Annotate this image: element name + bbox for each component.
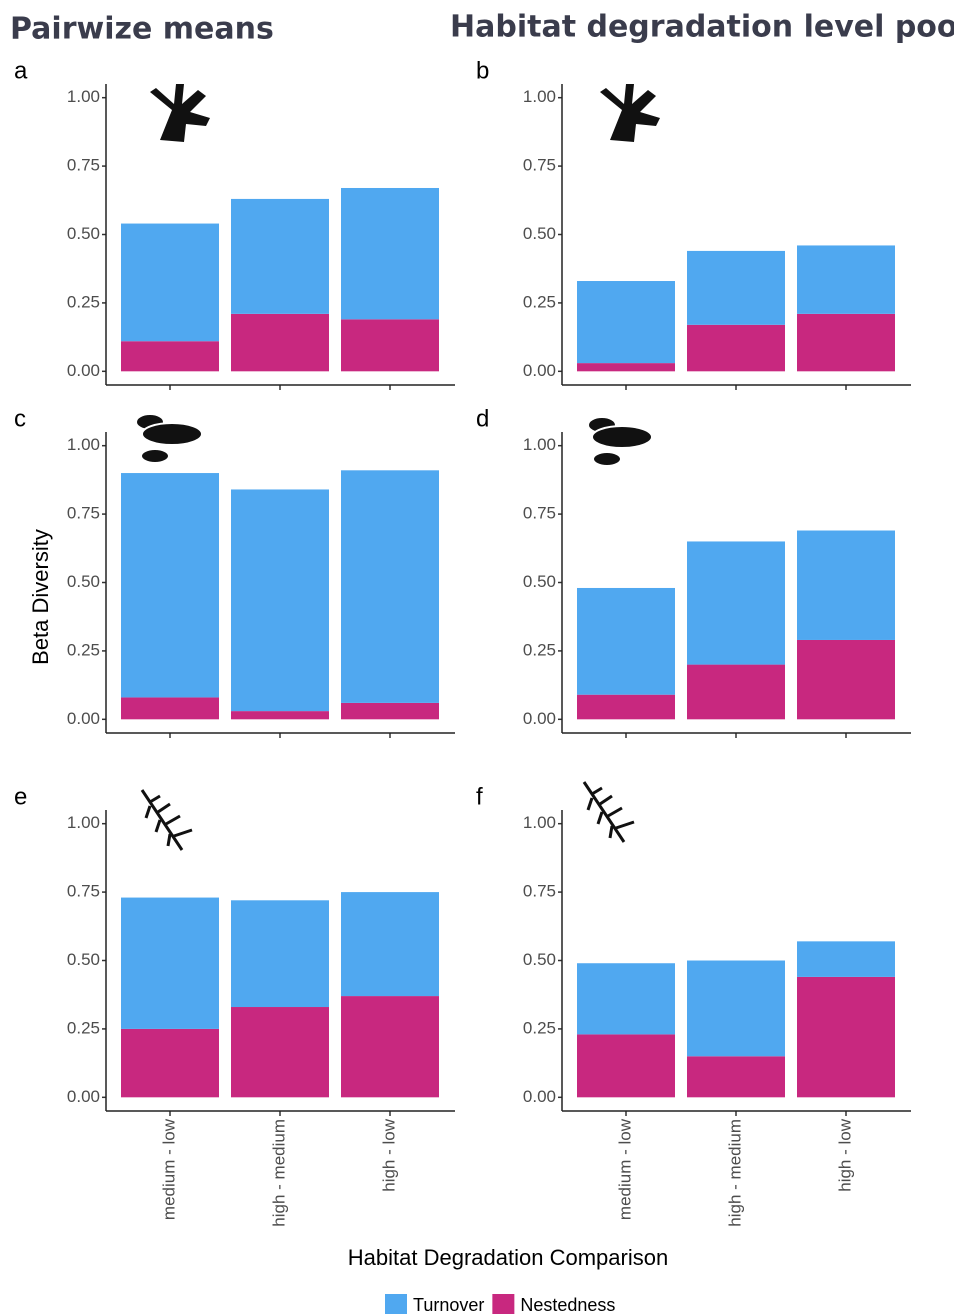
y-tick-label: 0.75 [523, 504, 556, 523]
y-tick-label: 0.50 [67, 572, 100, 591]
bar-segment [577, 963, 675, 1034]
legend-swatch [385, 1294, 407, 1314]
legend-label: Turnover [413, 1295, 484, 1315]
y-tick-label: 1.00 [523, 435, 556, 454]
y-tick-label: 0.00 [67, 1087, 100, 1106]
y-tick-label: 0.00 [67, 709, 100, 728]
y-tick-label: 0.50 [67, 224, 100, 243]
x-tick-label: high - medium [269, 1119, 288, 1227]
panel-label: c [14, 405, 26, 432]
bar-segment [121, 473, 219, 697]
x-axis-label: Habitat Degradation Comparison [348, 1245, 668, 1270]
y-tick-label: 1.00 [523, 87, 556, 106]
bar-segment [231, 489, 329, 711]
bar-segment [231, 711, 329, 719]
y-tick-label: 1.00 [67, 813, 100, 832]
x-tick-label: high - low [835, 1118, 854, 1191]
panel-label: b [476, 57, 489, 84]
y-tick-label: 0.00 [523, 709, 556, 728]
legend-label: Nestedness [520, 1295, 615, 1315]
x-tick-label: medium - low [615, 1118, 634, 1220]
bar-segment [341, 470, 439, 703]
y-tick-label: 0.25 [67, 640, 100, 659]
y-tick-label: 0.00 [67, 361, 100, 380]
y-tick-label: 0.50 [67, 950, 100, 969]
coral-icon [150, 84, 210, 142]
bar-segment [577, 588, 675, 695]
bar-segment [341, 996, 439, 1097]
bar-segment [231, 1007, 329, 1097]
y-tick-label: 0.50 [523, 572, 556, 591]
y-tick-label: 0.25 [67, 292, 100, 311]
y-tick-label: 0.25 [523, 1018, 556, 1037]
bar-segment [231, 900, 329, 1007]
fern-icon [584, 782, 634, 842]
bar-segment [577, 695, 675, 720]
y-tick-label: 0.50 [523, 950, 556, 969]
bar-segment [797, 941, 895, 977]
fungus-icon [136, 414, 202, 463]
fern-icon [142, 790, 192, 850]
bar-segment [687, 665, 785, 720]
legend-swatch [492, 1294, 514, 1314]
bar-segment [341, 703, 439, 719]
x-tick-label: high - medium [725, 1119, 744, 1227]
bar-segment [577, 1034, 675, 1097]
y-tick-label: 1.00 [67, 435, 100, 454]
bar-segment [121, 341, 219, 371]
y-tick-label: 0.75 [67, 882, 100, 901]
bar-segment [341, 892, 439, 996]
y-tick-label: 0.50 [523, 224, 556, 243]
bar-segment [341, 319, 439, 371]
figure: Pairwize means Habitat degradation level… [0, 0, 954, 1316]
bar-segment [797, 245, 895, 313]
bar-segment [121, 898, 219, 1029]
bar-segment [231, 199, 329, 314]
y-tick-label: 0.25 [67, 1018, 100, 1037]
y-tick-label: 0.75 [523, 156, 556, 175]
panel-label: a [14, 57, 28, 84]
bar-segment [121, 1029, 219, 1097]
bar-segment [121, 224, 219, 342]
panel-label: e [14, 783, 27, 810]
bar-segment [577, 363, 675, 371]
bar-segment [341, 188, 439, 319]
y-tick-label: 0.25 [523, 640, 556, 659]
x-tick-label: high - low [379, 1118, 398, 1191]
panel-label: d [476, 405, 489, 432]
bar-segment [797, 640, 895, 719]
y-tick-label: 1.00 [67, 87, 100, 106]
bar-segment [687, 325, 785, 372]
y-tick-label: 0.25 [523, 292, 556, 311]
y-tick-label: 0.00 [523, 361, 556, 380]
y-tick-label: 0.75 [67, 504, 100, 523]
y-tick-label: 0.75 [67, 156, 100, 175]
bar-segment [231, 314, 329, 371]
y-axis-label: Beta Diversity [28, 529, 53, 665]
bar-segment [121, 697, 219, 719]
bar-segment [687, 961, 785, 1057]
y-tick-label: 0.75 [523, 882, 556, 901]
bar-segment [687, 1056, 785, 1097]
panel-label: f [476, 783, 483, 810]
bar-segment [687, 541, 785, 664]
fungus-icon [588, 417, 652, 466]
column-title: Habitat degradation level pooled [450, 10, 954, 45]
bar-segment [797, 314, 895, 371]
y-tick-label: 1.00 [523, 813, 556, 832]
bar-segment [577, 281, 675, 363]
bar-segment [687, 251, 785, 325]
y-tick-label: 0.00 [523, 1087, 556, 1106]
bar-segment [797, 531, 895, 640]
column-title: Pairwize means [10, 12, 274, 47]
coral-icon [600, 84, 660, 142]
bar-segment [797, 977, 895, 1097]
x-tick-label: medium - low [159, 1118, 178, 1220]
